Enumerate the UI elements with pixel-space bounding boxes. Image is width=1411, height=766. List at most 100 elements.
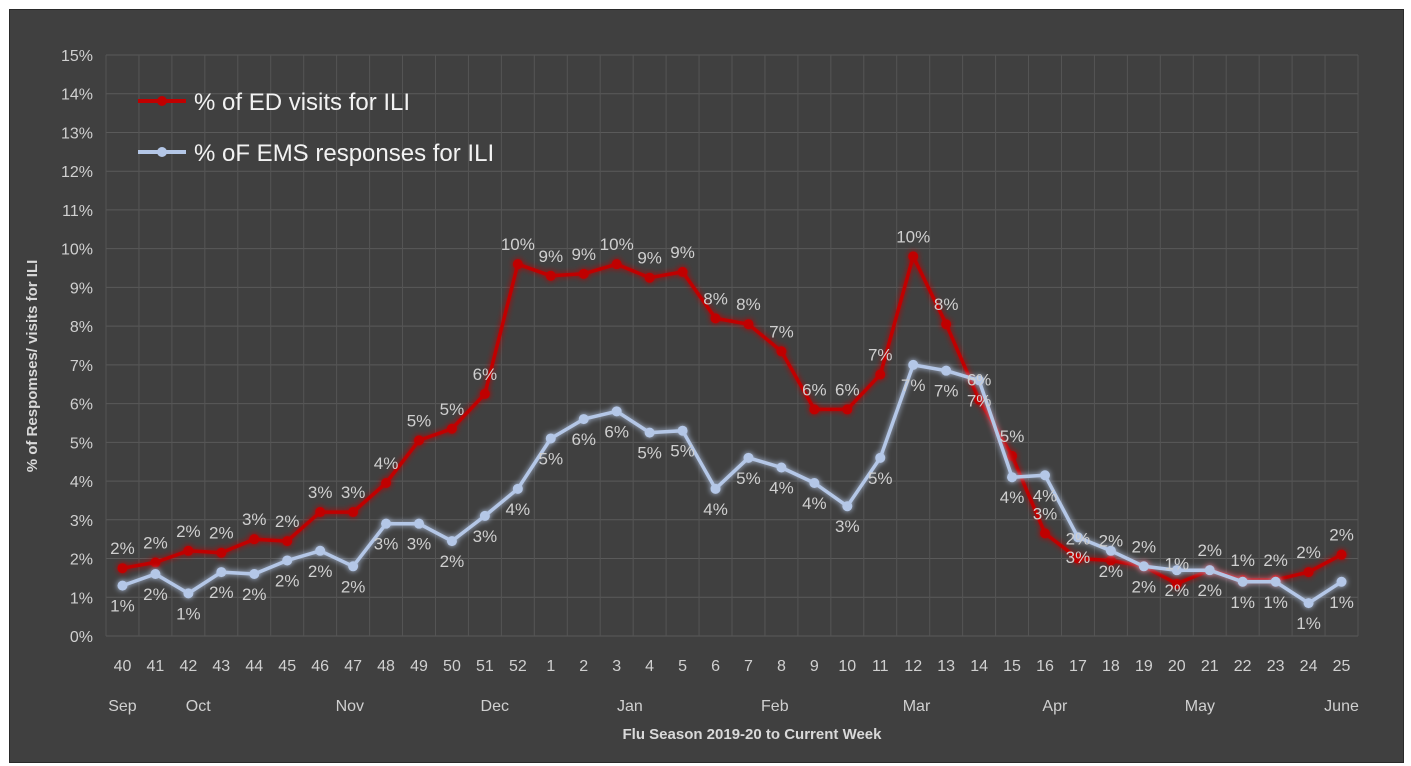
ed-data-label: 3% — [308, 483, 333, 502]
series-ems-responses-point — [1105, 545, 1116, 556]
ems-data-label: 2% — [1132, 577, 1157, 596]
ems-data-label: 2% — [275, 571, 300, 590]
series-ed-visits-point — [941, 319, 952, 330]
x-tick-label: 17 — [1069, 658, 1087, 675]
x-tick-label: 3 — [612, 658, 621, 675]
ems-data-label: 7% — [934, 382, 959, 401]
series-ed-visits-point — [578, 268, 589, 279]
ed-data-label: 3% — [341, 483, 366, 502]
series-ed-visits-point — [974, 394, 985, 405]
x-tick-label: 45 — [278, 658, 296, 675]
series-ems-responses-point — [183, 588, 194, 599]
ed-data-label: 5% — [440, 400, 465, 419]
series-ems-responses-point — [1237, 576, 1248, 587]
ed-data-label: 2% — [209, 524, 234, 543]
y-axis-title: % of Respomses/ visits for ILI — [24, 260, 41, 473]
ems-data-label: 5% — [868, 469, 893, 488]
x-tick-label: 4 — [645, 658, 654, 675]
series-ems-responses-point — [479, 510, 490, 521]
ed-data-label: 2% — [275, 512, 300, 531]
series-ems-responses-point — [249, 569, 260, 580]
legend: % of ED visits for ILI % oF EMS response… — [138, 89, 494, 167]
x-tick-label: 25 — [1333, 658, 1351, 675]
x-tick-label: 20 — [1168, 658, 1186, 675]
ems-data-label: 1% — [1329, 593, 1354, 612]
month-label: Apr — [1042, 698, 1068, 715]
x-tick-label: 10 — [838, 658, 856, 675]
ems-data-label: 4% — [802, 494, 827, 513]
x-tick-label: 2 — [579, 658, 588, 675]
gridlines — [105, 54, 1359, 637]
series-ed-visits-point — [743, 319, 754, 330]
ed-data-label: 6% — [802, 380, 827, 399]
series-ems-responses-point — [677, 425, 688, 436]
series-ed-visits-point — [414, 435, 424, 446]
series-ed-visits-point — [446, 423, 457, 434]
x-tick-label: 44 — [245, 658, 263, 675]
ems-data-label: 4% — [1033, 486, 1058, 505]
x-tick-label: 6 — [711, 658, 720, 675]
ems-data-label: 3% — [473, 527, 498, 546]
series-ed-visits-point — [908, 251, 919, 262]
ems-data-label: 1% — [176, 604, 201, 623]
x-tick-label: 40 — [114, 658, 132, 675]
ed-data-label: 10% — [896, 227, 930, 246]
ems-data-label: 5% — [670, 442, 695, 461]
ed-data-label: 4% — [374, 454, 399, 473]
ems-data-label: 4% — [1000, 488, 1025, 507]
ems-data-label: 1% — [1230, 593, 1255, 612]
ed-data-label: 8% — [703, 289, 728, 308]
ems-data-label: 3% — [407, 535, 432, 554]
ed-data-label: 2% — [1329, 526, 1354, 545]
series-ed-visits-point — [512, 259, 523, 270]
series-ed-visits-point — [1171, 578, 1182, 589]
ems-data-label: 6% — [571, 430, 596, 449]
ems-data-label: 4% — [769, 479, 794, 498]
y-tick-label: 2% — [70, 552, 93, 569]
ems-data-label: 1% — [1263, 593, 1288, 612]
series-ed-visits-point — [183, 545, 194, 556]
ems-data-label: 5% — [637, 444, 662, 463]
x-tick-label: 48 — [377, 658, 395, 675]
series-ems-responses-point — [117, 580, 128, 591]
ed-data-label: 8% — [736, 295, 761, 314]
series-ed-visits-point — [117, 563, 128, 574]
series-ed-visits-point — [545, 270, 556, 281]
y-tick-label: 3% — [70, 513, 93, 530]
data-labels: 2% 2%2% 2%3% 2%3% 3%4%5%5%6%10%9% 9%10%9% 9%8%… — [110, 227, 1354, 633]
x-tick-label: 41 — [147, 658, 165, 675]
ems-data-label: 6% — [604, 422, 629, 441]
x-tick-label: 49 — [410, 658, 428, 675]
series-ed-visits-point — [842, 404, 853, 415]
series-ems-responses-point — [1040, 470, 1050, 481]
y-tick-label: 11% — [62, 203, 93, 220]
series-ed-visits-point — [809, 404, 820, 415]
ed-data-label: 2% — [1263, 551, 1288, 570]
ed-data-label: 9% — [571, 245, 596, 264]
series-ed-visits-point — [282, 536, 293, 547]
ed-data-label: 10% — [501, 235, 535, 254]
ed-data-label: 2% — [176, 522, 201, 541]
series-ed-visits-point — [1040, 528, 1050, 539]
ems-data-label: 2% — [1165, 581, 1190, 600]
x-tick-label: 12 — [904, 658, 922, 675]
ed-data-label: 2% — [110, 539, 135, 558]
month-label: Feb — [761, 698, 789, 715]
series-ed-visits-point — [644, 272, 655, 283]
legend-label-ems: % oF EMS responses for ILI — [194, 140, 494, 167]
x-tick-label: 11 — [872, 658, 889, 675]
series-ems-responses-point — [414, 518, 424, 529]
x-tick-label: 13 — [937, 658, 955, 675]
series-ed-visits-point — [150, 557, 161, 568]
y-tick-label: 14% — [61, 87, 93, 104]
series-ems-responses-point — [150, 569, 161, 580]
y-tick-label: 0% — [70, 629, 93, 646]
series-ems-responses-point — [1303, 598, 1314, 609]
month-label: Sep — [108, 698, 137, 715]
ed-data-label: 2% — [1099, 531, 1124, 550]
x-tick-label: 22 — [1234, 658, 1252, 675]
ems-data-label: 4% — [703, 500, 728, 519]
ed-data-label: 2% — [1066, 530, 1091, 549]
series-ems-responses-point — [611, 406, 622, 417]
series-ems-responses — [117, 359, 1347, 609]
